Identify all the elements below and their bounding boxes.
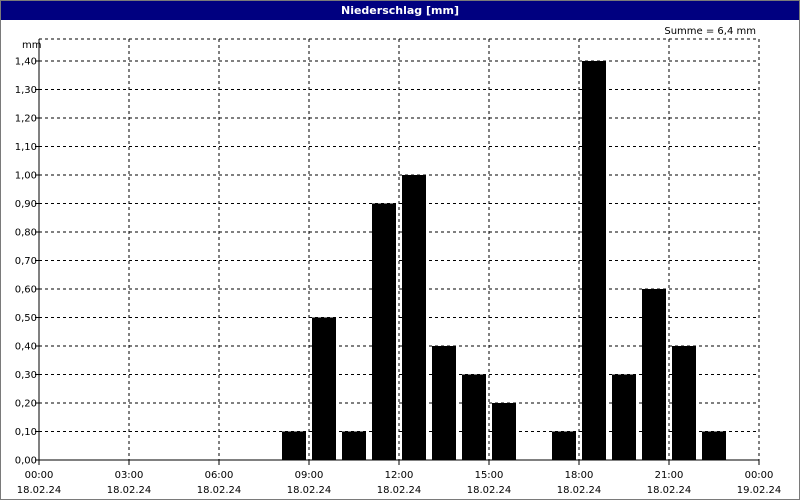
y-tick-label: 0,00 xyxy=(15,456,37,467)
x-tick-time-label: 00:00 xyxy=(25,470,54,481)
bar xyxy=(282,431,306,460)
x-tick-time-label: 03:00 xyxy=(115,470,144,481)
chart-title: Niederschlag [mm] xyxy=(1,1,799,20)
sum-annotation: Summe = 6,4 mm xyxy=(664,26,756,37)
bar xyxy=(492,403,516,460)
y-tick-label: 0,60 xyxy=(15,285,37,296)
x-tick-time-label: 15:00 xyxy=(475,470,504,481)
bar xyxy=(372,203,396,460)
x-tick-date-label: 19.02.24 xyxy=(737,485,782,496)
bar xyxy=(672,346,696,460)
bar xyxy=(312,317,336,460)
y-tick-label: 1,10 xyxy=(15,142,37,153)
grid-lines xyxy=(39,38,760,460)
y-axis-unit: mm xyxy=(22,40,41,51)
y-tick-label: 0,90 xyxy=(15,199,37,210)
x-tick-date-label: 18.02.24 xyxy=(467,485,512,496)
x-tick-date-label: 18.02.24 xyxy=(377,485,422,496)
bar xyxy=(642,289,666,460)
bar xyxy=(402,175,426,460)
bar xyxy=(552,431,576,460)
y-tick-label: 1,20 xyxy=(15,114,37,125)
bar-series xyxy=(282,61,726,460)
x-tick-time-label: 09:00 xyxy=(295,470,324,481)
y-tick-label: 0,20 xyxy=(15,399,37,410)
axes xyxy=(35,39,760,465)
y-tick-label: 0,30 xyxy=(15,370,37,381)
bar xyxy=(702,431,726,460)
x-tick-time-label: 21:00 xyxy=(655,470,684,481)
x-tick-time-label: 12:00 xyxy=(385,470,414,481)
x-tick-date-label: 18.02.24 xyxy=(107,485,152,496)
x-tick-labels: 00:00 18.02.24 03:00 18.02.24 06:00 18.02.24 0… xyxy=(17,470,782,496)
bar xyxy=(342,431,366,460)
y-tick-label: 0,80 xyxy=(15,228,37,239)
x-tick-date-label: 18.02.24 xyxy=(557,485,602,496)
bar xyxy=(462,374,486,460)
y-tick-label: 1,00 xyxy=(15,171,37,182)
x-tick-time-label: 06:00 xyxy=(205,470,234,481)
x-tick-date-label: 18.02.24 xyxy=(287,485,332,496)
x-tick-date-label: 18.02.24 xyxy=(197,485,242,496)
y-tick-label: 0,70 xyxy=(15,256,37,267)
bar xyxy=(432,346,456,460)
x-tick-date-label: 18.02.24 xyxy=(17,485,62,496)
y-tick-label: 1,30 xyxy=(15,85,37,96)
y-tick-label: 0,50 xyxy=(15,313,37,324)
x-tick-time-label: 00:00 xyxy=(745,470,774,481)
x-tick-date-label: 18.02.24 xyxy=(647,485,692,496)
y-tick-labels: 0,00 0,10 0,20 0,30 0,40 0,50 0,60 0,70 0,80 0,90… xyxy=(15,57,37,467)
x-tick-time-label: 18:00 xyxy=(565,470,594,481)
bar xyxy=(612,374,636,460)
y-tick-label: 0,40 xyxy=(15,342,37,353)
bar xyxy=(582,61,606,460)
y-tick-label: 0,10 xyxy=(15,427,37,438)
y-tick-label: 1,40 xyxy=(15,57,37,68)
